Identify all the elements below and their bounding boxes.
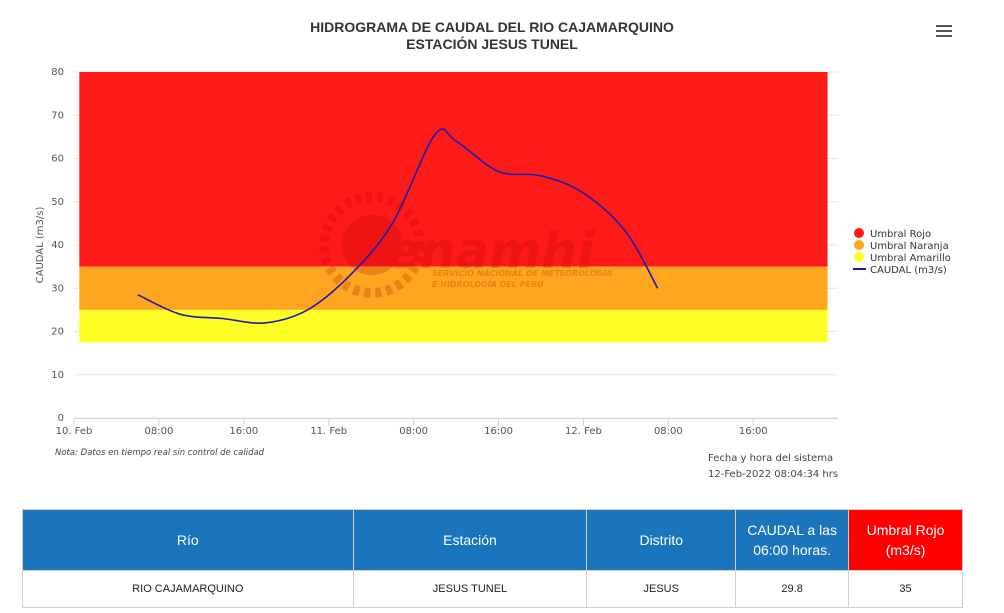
cell-caudal: 29.8: [735, 570, 850, 608]
chart-title: HIDROGRAMA DE CAUDAL DEL RIO CAJAMARQUIN…: [310, 19, 674, 35]
y-tick-label: 20: [51, 327, 64, 338]
legend-entry: Umbral Naranja: [870, 241, 949, 252]
table-header-row: Río Estación Distrito CAUDAL a las 06:00…: [22, 509, 963, 571]
legend-marker: [854, 252, 864, 262]
chart-subtitle: ESTACIÓN JESUS TUNEL: [406, 35, 578, 52]
legend-marker: [854, 228, 864, 238]
cell-rio: RIO CAJAMARQUINO: [22, 570, 354, 608]
watermark-line2: E HIDROLOGÍA DEL PERÚ: [432, 278, 544, 289]
y-tick-label: 50: [51, 197, 64, 208]
y-tick-label: 60: [51, 154, 64, 165]
threshold-band: [79, 266, 828, 310]
table-row: RIO CAJAMARQUINO JESUS TUNEL JESUS 29.8 …: [22, 570, 963, 608]
watermark-line1: SERVICIO NACIONAL DE METEOROLOGÍA: [432, 267, 612, 278]
system-time-label: Fecha y hora del sistema: [708, 453, 834, 464]
y-axis-ticks: 0 10 20 30 40 50 60 70 80: [51, 67, 64, 424]
data-quality-note: Nota: Datos en tiempo real sin control d…: [55, 448, 265, 458]
series-layer: [137, 128, 659, 324]
x-tick-label: 11. Feb: [310, 426, 347, 437]
system-time-value: 12-Feb-2022 08:04:34 hrs: [708, 469, 839, 480]
system-time: Fecha y hora del sistema 12-Feb-2022 08:…: [708, 451, 838, 483]
x-tick-label: 16:00: [484, 426, 513, 437]
x-tick-label: 08:00: [399, 426, 428, 437]
y-tick-label: 10: [51, 370, 64, 381]
legend-entry: Umbral Amarillo: [870, 253, 951, 264]
header-umbral-rojo: Umbral Rojo (m3/s): [848, 509, 963, 571]
cell-distrito: JESUS: [586, 570, 737, 608]
threshold-bands: [79, 72, 828, 343]
legend-marker: [854, 240, 864, 250]
hydrograph-chart: HIDROGRAMA DE CAUDAL DEL RIO CAJAMARQUIN…: [35, 19, 951, 437]
threshold-band: [79, 72, 828, 267]
header-rio: Río: [22, 509, 354, 571]
y-tick-label: 40: [51, 240, 64, 251]
watermark-brand: Senamhi: [350, 222, 595, 280]
threshold-band: [79, 309, 828, 343]
x-tick-label: 10. Feb: [56, 426, 93, 437]
x-tick-label: 12. Feb: [565, 426, 602, 437]
header-estacion: Estación: [352, 509, 588, 571]
x-tick-label: 16:00: [229, 426, 258, 437]
series-line: [137, 128, 659, 324]
y-tick-label: 70: [51, 110, 64, 121]
senamhi-watermark: Senamhi SERVICIO NACIONAL DE METEOROLOGÍ…: [319, 192, 612, 298]
y-tick-label: 30: [51, 283, 64, 294]
header-caudal: CAUDAL a las 06:00 horas.: [735, 509, 850, 571]
x-tick-label: 08:00: [654, 426, 683, 437]
x-tick-label: 16:00: [739, 426, 768, 437]
y-axis-title: CAUDAL (m3/s): [35, 207, 46, 284]
cell-estacion: JESUS TUNEL: [352, 570, 588, 608]
x-axis: 10. Feb 08:00 16:00 11. Feb 08:00 16:00 12. Fe…: [56, 418, 838, 437]
y-tick-label: 0: [58, 413, 64, 424]
x-tick-label: 08:00: [144, 426, 173, 437]
header-distrito: Distrito: [586, 509, 737, 571]
cell-umbral-rojo: 35: [848, 570, 963, 608]
summary-table: Río Estación Distrito CAUDAL a las 06:00…: [22, 509, 963, 608]
hamburger-menu-icon[interactable]: [935, 22, 953, 38]
legend-entry: CAUDAL (m3/s): [870, 265, 947, 276]
y-tick-label: 80: [51, 67, 64, 78]
legend-entry: Umbral Rojo: [870, 229, 931, 240]
